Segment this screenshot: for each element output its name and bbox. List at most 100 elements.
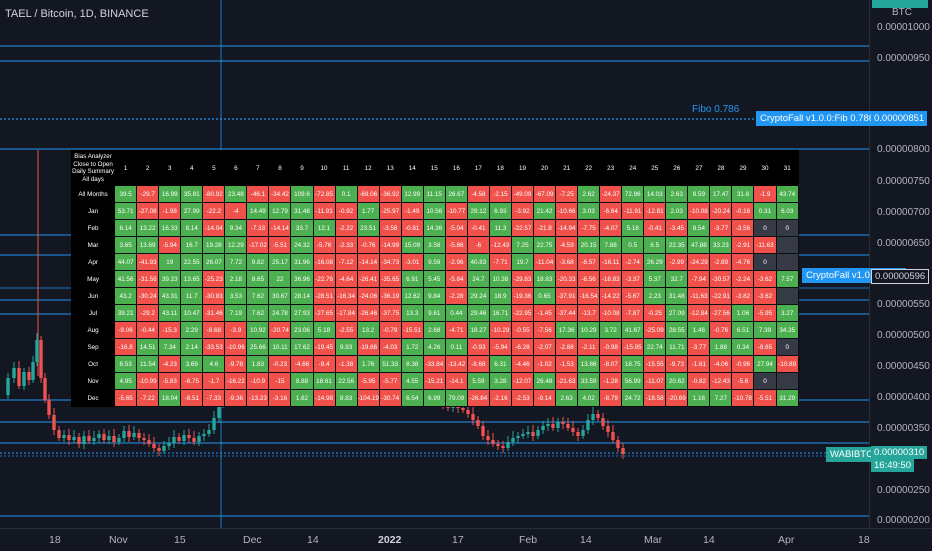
table-cell: -1.9 (753, 185, 777, 203)
table-cell: 11.15 (422, 185, 446, 203)
table-corner-caption: Bias Analyzer Close to Open Daily Summary A… (70, 150, 116, 186)
table-row: Oct 6.53 11.54 -4.23 3.69 4.6 -9.78 1.83 -0.23 -4… (70, 355, 800, 373)
table-cell: -14.1 (444, 372, 468, 390)
table-cell: -10.29 (488, 321, 512, 339)
table-cell: 31.48 (290, 202, 314, 220)
table-cell: 39.21 (114, 304, 138, 322)
table-cell: -4.07 (599, 219, 623, 237)
table-cell: 18.04 (158, 389, 182, 407)
table-cell: -31.56 (136, 270, 160, 288)
candle-body (152, 444, 156, 448)
table-row-label: Dec (70, 389, 116, 407)
time-axis-label: 17 (452, 534, 464, 546)
table-cell: -29.83 (510, 270, 535, 288)
time-axis-label: Mar (644, 534, 663, 546)
table-cell: -7.56 (532, 321, 557, 339)
table-cell: 8.59 (687, 185, 711, 203)
price-axis-label: 0.00000200 (877, 515, 930, 526)
table-cell: -7.33 (246, 219, 270, 237)
table-row-label: Aug (70, 321, 116, 339)
table-day-header: 24 (621, 150, 645, 186)
table-cell: -5.67 (621, 287, 645, 305)
candle-body (87, 436, 91, 441)
table-cell: -8.68 (466, 355, 490, 373)
table-cell: 0.34 (731, 338, 755, 356)
candle-body (132, 433, 136, 437)
table-cell: -2.22 (334, 219, 358, 237)
time-axis[interactable]: 18 Nov 15 Dec 14 2022 17 Feb 14 Mar 14 A… (0, 528, 932, 551)
candle-body (117, 438, 121, 442)
table-row: Jul 39.21 -29.2 43.11 10.47 -31.46 7.19 7.62 24.… (70, 304, 800, 322)
table-cell: -1.28 (599, 372, 623, 390)
table-row-label: Sep (70, 338, 116, 356)
table-cell: -6.64 (599, 202, 623, 220)
table-cell: 2.63 (665, 185, 689, 203)
table-cell: 0 (753, 372, 777, 390)
table-cell: -3.58 (378, 219, 402, 237)
table-cell: 8.83 (334, 389, 358, 407)
table-cell: -9.78 (224, 355, 248, 373)
table-cell: -12.43 (488, 236, 512, 254)
table-cell: -19.36 (510, 287, 535, 305)
table-day-header: 10 (312, 150, 336, 186)
table-day-header: 4 (180, 150, 204, 186)
price-axis-label: 0.00000250 (877, 485, 930, 496)
symbol-title[interactable]: TAEL / Bitcoin, 1D, BINANCE (5, 8, 149, 20)
table-cell: -5.6 (731, 372, 755, 390)
table-cell: -11.04 (532, 253, 557, 271)
table-cell: 14.51 (136, 338, 160, 356)
table-cell: -10.08 (687, 202, 711, 220)
table-cell: 9.82 (246, 253, 270, 271)
table-cell: -26.84 (466, 389, 490, 407)
table-day-header: 6 (224, 150, 248, 186)
table-cell: 33.59 (577, 372, 601, 390)
table-cell: 3.28 (488, 372, 512, 390)
table-cell: 5.18 (312, 321, 336, 339)
table-cell: -22.91 (709, 287, 733, 305)
table-cell: -0.79 (378, 321, 402, 339)
table-cell: 20.15 (577, 236, 601, 254)
candle-body (97, 434, 101, 438)
table-cell: 0 (753, 219, 777, 237)
table-row-label: Jan (70, 202, 116, 220)
table-cell: 7.27 (709, 389, 733, 407)
price-axis-label: 0.00000950 (877, 53, 930, 64)
table-cell: 12.79 (268, 202, 292, 220)
candle-body (526, 432, 530, 434)
table-cell: -37.75 (378, 304, 402, 322)
table-cell: -9.73 (665, 355, 689, 373)
candle-body (92, 438, 96, 441)
table-cell: -5.04 (444, 219, 468, 237)
table-cell: -3.68 (555, 253, 579, 271)
candle-body (22, 372, 26, 386)
table-cell: 9.61 (422, 304, 446, 322)
table-cell: 13.2 (356, 321, 380, 339)
table-cell: 9.84 (422, 287, 446, 305)
table-cell: -7.94 (687, 270, 711, 288)
table-cell: -10.66 (555, 202, 579, 220)
table-cell: -14.98 (312, 389, 336, 407)
table-cell: -14.99 (378, 236, 402, 254)
table-cell: 8.65 (246, 270, 270, 288)
table-day-header: 29 (731, 150, 755, 186)
table-cell: 2.68 (422, 321, 446, 339)
candle-body (62, 435, 66, 438)
table-cell: -27.65 (312, 304, 336, 322)
table-cell: 16.71 (488, 304, 512, 322)
table-cell: -15.21 (422, 372, 446, 390)
table-cell: 21.42 (532, 202, 557, 220)
table-caption-line: Close to Open (73, 160, 113, 168)
table-cell: -5.83 (158, 372, 182, 390)
table-caption-line: Daily Summary (72, 168, 115, 175)
table-cell: -5.94 (158, 236, 182, 254)
table-cell: -7.75 (577, 219, 601, 237)
table-cell: 6.99 (422, 389, 446, 407)
table-cell: 6.54 (400, 389, 424, 407)
table-cell: -3.16 (268, 389, 292, 407)
table-cell: -30.74 (378, 389, 402, 407)
price-axis[interactable]: BTC 0.00001000 0.00000950 0.00000800 0.0… (869, 0, 932, 528)
table-cell: 26.67 (444, 185, 468, 203)
table-day-header: 26 (665, 150, 689, 186)
table-cell: 23.48 (224, 185, 248, 203)
table-cell: -36.92 (378, 185, 402, 203)
